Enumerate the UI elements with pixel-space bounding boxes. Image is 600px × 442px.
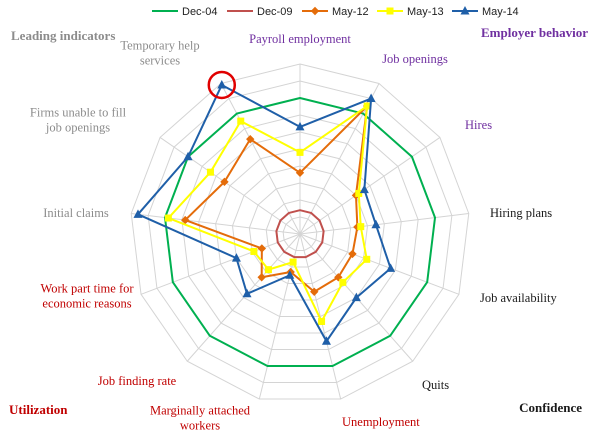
legend: Dec-04 Dec-09 May-12 May-13 May-14 bbox=[152, 6, 519, 18]
series-may-14 bbox=[133, 79, 396, 345]
data-point-may-12 bbox=[295, 168, 305, 177]
data-point-may-13 bbox=[363, 102, 371, 110]
axis-label-job-finding-rate: Job finding rate bbox=[98, 374, 177, 388]
axis-label-hires: Hires bbox=[465, 118, 492, 132]
data-point-may-14 bbox=[242, 288, 252, 298]
data-point-may-14 bbox=[366, 93, 376, 103]
data-point-may-14 bbox=[371, 219, 381, 229]
data-point-may-14 bbox=[217, 79, 227, 89]
data-point-may-12 bbox=[220, 177, 229, 187]
data-point-may-13 bbox=[355, 189, 363, 197]
data-point-may-12 bbox=[348, 249, 357, 259]
data-point-may-14 bbox=[285, 270, 295, 279]
legend-marker bbox=[460, 6, 470, 15]
grid-ring bbox=[147, 80, 453, 384]
axis-label-unemployment: Unemployment bbox=[342, 415, 420, 429]
data-point-may-14 bbox=[359, 184, 369, 194]
series-line-may-14 bbox=[136, 83, 392, 343]
legend-label: May-12 bbox=[332, 6, 369, 18]
axis-label-hiring-plans: Hiring plans bbox=[490, 206, 552, 220]
axis-spoke-initial-claims bbox=[131, 213, 301, 235]
legend-item-may-13: May-13 bbox=[377, 6, 444, 18]
axis-label-firms-unable-to-fill-job-openings: Firms unable to fill job openings bbox=[30, 106, 127, 135]
data-point-may-14 bbox=[386, 263, 396, 272]
data-point-may-13 bbox=[289, 258, 297, 266]
data-point-may-13 bbox=[357, 223, 365, 231]
radar-series bbox=[133, 79, 437, 368]
axis-label-quits: Quits bbox=[422, 378, 449, 392]
data-point-may-14 bbox=[321, 336, 331, 345]
data-point-may-12 bbox=[246, 134, 255, 144]
grid-ring bbox=[215, 148, 385, 318]
axis-label-marginally-attached-workers: Marginally attached workers bbox=[150, 404, 251, 433]
axis-spoke-temporary-help-services bbox=[220, 83, 301, 235]
axis-label-initial-claims: Initial claims bbox=[43, 206, 109, 220]
series-dec-04 bbox=[163, 97, 437, 368]
data-point-may-13 bbox=[206, 168, 214, 176]
axis-label-payroll-employment: Payroll employment bbox=[249, 32, 351, 46]
legend-label: Dec-04 bbox=[182, 6, 217, 18]
data-point-may-13 bbox=[318, 317, 326, 325]
series-line-dec-04 bbox=[163, 97, 437, 368]
legend-marker bbox=[310, 6, 320, 16]
grid-ring bbox=[130, 63, 470, 400]
legend-item-dec-09: Dec-09 bbox=[227, 6, 292, 18]
series-may-13 bbox=[164, 102, 371, 325]
axis-spoke-job-finding-rate bbox=[186, 233, 301, 362]
series-line-may-13 bbox=[167, 105, 369, 323]
legend-label: May-14 bbox=[482, 6, 519, 18]
grid-ring bbox=[282, 216, 318, 252]
axis-label-job-openings: Job openings bbox=[382, 52, 448, 66]
category-label-employer-behavior: Employer behavior bbox=[481, 25, 588, 40]
legend-item-dec-04: Dec-04 bbox=[152, 6, 217, 18]
axis-labels: Payroll employment Job openings Hires Hirin… bbox=[30, 32, 558, 433]
legend-label: May-13 bbox=[407, 6, 444, 18]
data-point-may-14 bbox=[133, 209, 143, 218]
highlight-circle bbox=[207, 70, 237, 100]
data-point-may-14 bbox=[183, 151, 193, 161]
category-label-utilization: Utilization bbox=[9, 402, 68, 417]
axis-label-work-part-time-for-economic-reasons: Work part time for economic reasons bbox=[40, 282, 134, 311]
data-point-may-13 bbox=[237, 117, 245, 125]
legend-label: Dec-09 bbox=[257, 6, 292, 18]
grid-ring bbox=[198, 131, 402, 334]
legend-item-may-14: May-14 bbox=[452, 6, 519, 18]
series-line-dec-09 bbox=[275, 209, 325, 259]
grid-ring bbox=[265, 199, 335, 268]
data-point-may-13 bbox=[363, 255, 371, 263]
data-point-may-12 bbox=[181, 215, 190, 225]
radar-grid bbox=[130, 63, 470, 400]
data-point-may-14 bbox=[351, 292, 361, 302]
axis-label-job-availability: Job availability bbox=[480, 291, 557, 305]
series-dec-09 bbox=[275, 209, 325, 259]
data-point-may-13 bbox=[339, 278, 347, 286]
highlight-annotation bbox=[207, 70, 237, 100]
category-labels: Leading indicators Employer behavior Utili… bbox=[9, 25, 588, 417]
data-point-may-13 bbox=[250, 247, 258, 255]
legend-marker bbox=[386, 7, 394, 15]
axis-spoke-job-availability bbox=[299, 233, 460, 295]
data-point-may-12 bbox=[257, 244, 267, 253]
grid-ring bbox=[181, 114, 419, 351]
data-point-may-12 bbox=[257, 273, 266, 282]
grid-ring bbox=[248, 182, 352, 285]
axis-spoke-firms-unable-to-fill-job-openings bbox=[159, 137, 301, 235]
data-point-may-13 bbox=[296, 148, 304, 156]
data-point-may-13 bbox=[164, 214, 172, 222]
data-point-may-14 bbox=[295, 121, 305, 131]
axis-label-temporary-help-services: Temporary help services bbox=[120, 39, 199, 68]
category-label-leading-indicators: Leading indicators bbox=[11, 28, 115, 43]
category-label-confidence: Confidence bbox=[519, 400, 582, 415]
data-point-may-14 bbox=[231, 253, 241, 262]
data-point-may-12 bbox=[310, 287, 319, 296]
axis-spoke-hiring-plans bbox=[299, 213, 469, 235]
axis-spoke-hires bbox=[299, 137, 441, 235]
data-point-may-13 bbox=[264, 266, 272, 274]
grid-ring bbox=[231, 165, 369, 301]
axis-spoke-work-part-time-for-economic-reasons bbox=[140, 233, 301, 295]
legend-item-may-12: May-12 bbox=[302, 6, 369, 18]
axis-spoke-unemployment bbox=[299, 233, 342, 400]
